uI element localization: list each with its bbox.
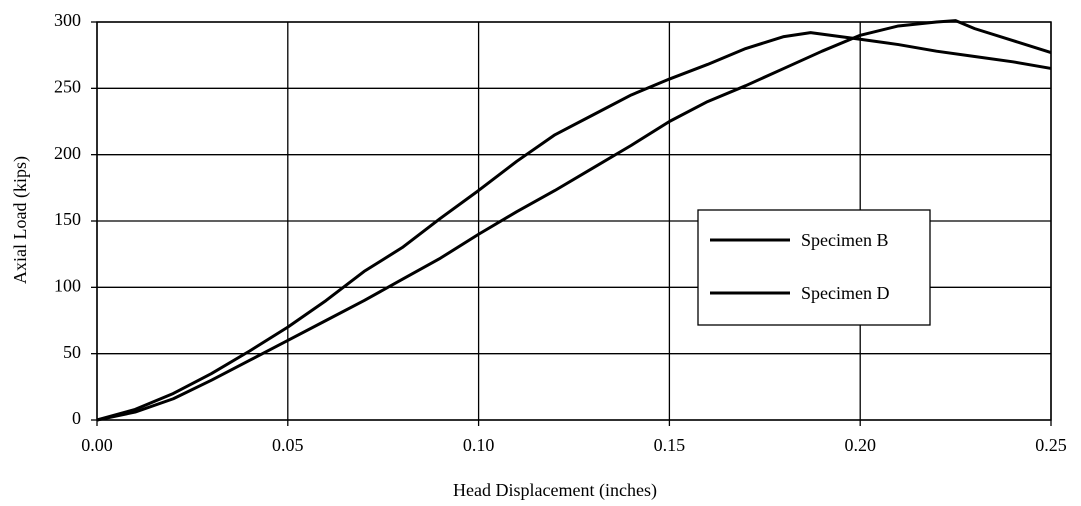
x-tick-label: 0.25	[1035, 435, 1067, 455]
legend-label: Specimen B	[801, 230, 889, 250]
x-tick-label: 0.15	[654, 435, 686, 455]
line-series	[96, 19, 1052, 422]
y-axis-title: Axial Load (kips)	[10, 156, 31, 284]
y-tick-label: 100	[54, 275, 81, 295]
y-tick-label: 250	[54, 76, 81, 96]
x-tick-label: 0.20	[844, 435, 876, 455]
y-tick-label: 200	[54, 143, 81, 163]
x-tick-label: 0.05	[272, 435, 304, 455]
x-axis-title: Head Displacement (inches)	[453, 480, 657, 501]
x-tick-label: 0.00	[81, 435, 113, 455]
y-tick-label: 0	[72, 408, 81, 428]
legend-box	[697, 209, 931, 326]
plot-frame	[96, 21, 1052, 421]
x-tick-label: 0.10	[463, 435, 495, 455]
y-tick-label: 300	[54, 10, 81, 30]
line-series	[96, 31, 1052, 422]
y-tick-label: 50	[63, 342, 81, 362]
legend-label: Specimen D	[801, 283, 889, 303]
y-tick-label: 150	[54, 209, 81, 229]
